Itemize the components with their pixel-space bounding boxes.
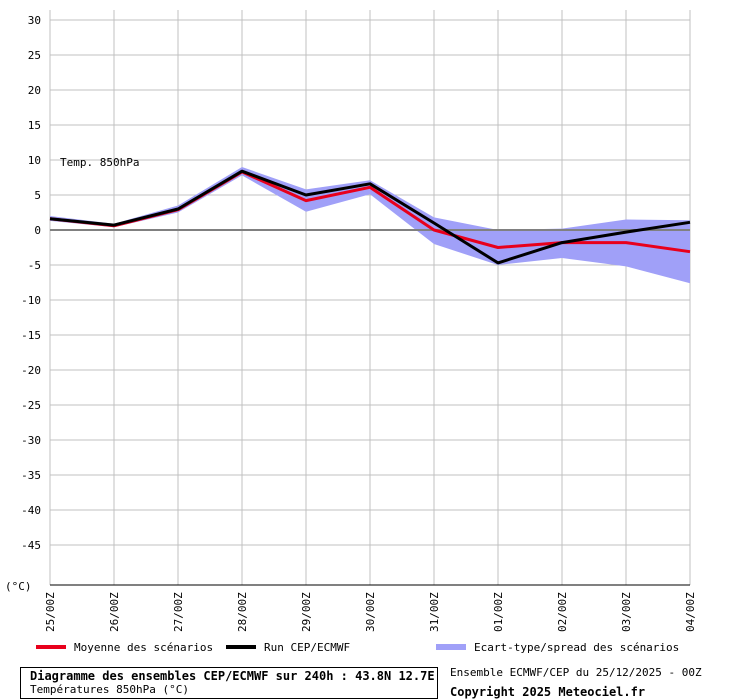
y-tick-label: -5 [28, 259, 41, 272]
y-tick-label: -30 [21, 434, 41, 447]
y-tick-label: 10 [28, 154, 41, 167]
legend-spread: Ecart-type/spread des scénarios [436, 640, 679, 654]
y-tick-label: 20 [28, 84, 41, 97]
y-tick-label: -40 [21, 504, 41, 517]
x-tick-label: 26/00Z [108, 592, 121, 632]
x-tick-labels: 25/00Z 26/00Z 27/00Z 28/00Z 29/00Z 30/00Z 31/0… [44, 592, 697, 632]
x-tick-label: 02/00Z [556, 592, 569, 632]
run-series-line [49, 169, 691, 265]
footer-run-info: Ensemble ECMWF/CEP du 25/12/2025 - 00Z [450, 666, 702, 679]
y-tick-label: -20 [21, 364, 41, 377]
x-tick-label: 27/00Z [172, 592, 185, 632]
grid-lines [49, 10, 691, 586]
legend-run: Run CEP/ECMWF [226, 640, 350, 654]
legend-run-swatch [226, 645, 256, 649]
y-tick-label: -15 [21, 329, 41, 342]
legend-spread-swatch [436, 644, 466, 650]
x-tick-label: 01/00Z [492, 592, 505, 632]
y-tick-label: 30 [28, 14, 41, 27]
x-tick-label: 04/00Z [684, 592, 697, 632]
legend-spread-label: Ecart-type/spread des scénarios [474, 640, 680, 654]
x-tick-label: 31/00Z [428, 592, 441, 632]
y-tick-label: -25 [21, 399, 41, 412]
chart-annotation: Temp. 850hPa [60, 156, 139, 169]
y-tick-label: 0 [34, 224, 41, 237]
y-tick-labels: 30 25 20 15 10 5 0 -5 -10 -15 -20 -25 -30 -35 -40 -45 [21, 14, 41, 552]
footer-subtitle: Températures 850hPa (°C) [30, 683, 189, 696]
y-tick-label: 5 [34, 189, 41, 202]
legend-mean-swatch [36, 645, 66, 649]
y-tick-label: -35 [21, 469, 41, 482]
y-axis-unit-label: (°C) [5, 580, 32, 593]
x-tick-label: 25/00Z [44, 592, 57, 632]
footer-copyright: Copyright 2025 Meteociel.fr [450, 685, 646, 699]
x-tick-label: 30/00Z [364, 592, 377, 632]
ensemble-chart: 30 25 20 15 10 5 0 -5 -10 -15 -20 -25 -30 -35 -40 -45 2… [5, 10, 697, 632]
footer-title-box: Diagramme des ensembles CEP/ECMWF sur 24… [20, 667, 438, 699]
legend-run-label: Run CEP/ECMWF [264, 640, 351, 654]
y-tick-label: 25 [28, 49, 41, 62]
footer-title: Diagramme des ensembles CEP/ECMWF sur 24… [30, 669, 435, 683]
legend-mean: Moyenne des scénarios [36, 640, 213, 654]
y-tick-label: 15 [28, 119, 41, 132]
x-tick-label: 03/00Z [620, 592, 633, 632]
x-tick-label: 29/00Z [300, 592, 313, 632]
legend-mean-label: Moyenne des scénarios [74, 640, 214, 654]
y-tick-label: -45 [21, 539, 41, 552]
y-tick-label: -10 [21, 294, 41, 307]
x-tick-label: 28/00Z [236, 592, 249, 632]
